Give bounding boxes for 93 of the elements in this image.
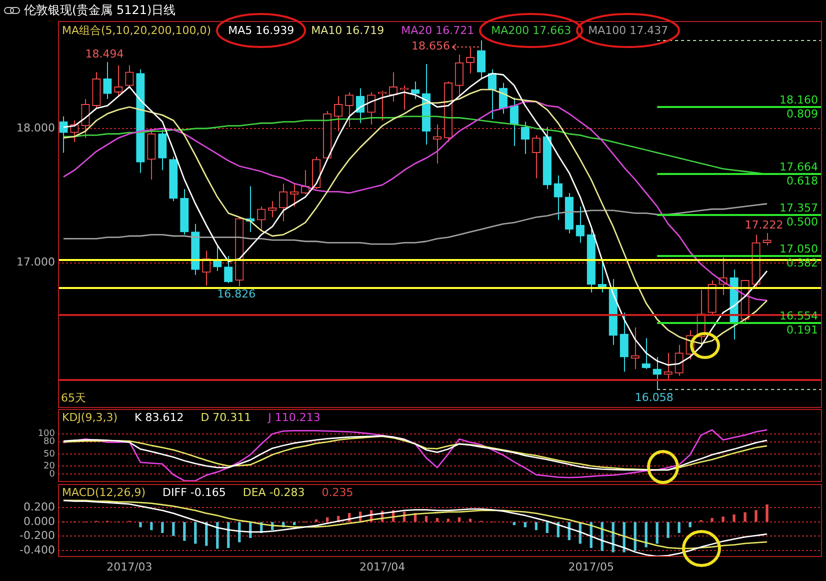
bar bbox=[468, 518, 472, 522]
text: D 70.311 bbox=[200, 411, 252, 424]
candlestick bbox=[454, 54, 464, 97]
bar bbox=[436, 518, 439, 522]
bar bbox=[688, 522, 692, 528]
bar bbox=[710, 518, 714, 522]
annotation: 17.222 bbox=[744, 218, 784, 232]
bar bbox=[678, 522, 680, 533]
bar bbox=[732, 514, 736, 522]
bar bbox=[524, 522, 527, 528]
text: MA200 17.663 bbox=[491, 24, 572, 37]
y-tick-label: 20 bbox=[44, 461, 56, 472]
text: MA100 17.437 bbox=[588, 24, 668, 37]
y-tick-label: 50 bbox=[44, 449, 56, 460]
y-tick-label: -0.400 bbox=[20, 543, 55, 556]
annotation: 65天 bbox=[61, 391, 86, 404]
bar bbox=[139, 522, 142, 528]
candlestick bbox=[620, 312, 628, 372]
candlestick bbox=[114, 64, 123, 97]
candlestick bbox=[158, 129, 167, 171]
x-tick-label: 2017/05 bbox=[568, 560, 614, 574]
bar bbox=[183, 522, 186, 541]
bar bbox=[766, 504, 768, 522]
series-label: DEA -0.283 bbox=[242, 486, 305, 499]
y-tick-label: 0 bbox=[49, 469, 56, 480]
bar bbox=[512, 522, 516, 526]
y-tick-label: 0.200 bbox=[24, 500, 55, 514]
candlestick bbox=[476, 40, 486, 80]
candlestick bbox=[466, 47, 475, 74]
x-tick-label: 2017/03 bbox=[106, 560, 152, 574]
y-tick-label: 80 bbox=[44, 437, 56, 448]
candlestick bbox=[81, 98, 90, 138]
candlestick bbox=[532, 134, 541, 179]
text: MA5 16.939 bbox=[228, 24, 294, 37]
bar bbox=[754, 510, 758, 522]
candlestick bbox=[410, 80, 420, 100]
bar bbox=[315, 519, 318, 522]
candlestick bbox=[674, 344, 684, 376]
annotation: 0.809 bbox=[786, 107, 818, 120]
text: MA20 16.721 bbox=[401, 24, 474, 37]
bar bbox=[744, 512, 746, 522]
annotation: 16.058 bbox=[634, 390, 674, 404]
bar bbox=[666, 522, 670, 538]
ref-line-label: 17.664 bbox=[780, 160, 818, 174]
candlestick bbox=[598, 262, 606, 293]
bar bbox=[458, 517, 461, 522]
series-label: K 83.612 bbox=[134, 411, 184, 424]
series-label: J 110.213 bbox=[268, 411, 320, 424]
legend-title: MACD(12,26,9) bbox=[62, 486, 146, 499]
annotation: 0.500 bbox=[786, 215, 818, 228]
candlestick bbox=[652, 356, 662, 390]
legend-title: MA组合(5,10,20,200,100,0) bbox=[62, 24, 212, 37]
annotation: 0.191 bbox=[786, 323, 818, 336]
y-tick-label: 18.000 bbox=[16, 121, 55, 134]
bar bbox=[446, 518, 450, 522]
candlestick bbox=[103, 62, 112, 100]
candlestick bbox=[642, 338, 650, 370]
y-tick-label: 0.000 bbox=[24, 514, 55, 528]
y-tick-label: 17.000 bbox=[16, 256, 55, 269]
bar bbox=[634, 522, 636, 551]
candlestick bbox=[510, 97, 519, 146]
annotation: 0.618 bbox=[786, 174, 818, 188]
bar bbox=[424, 516, 428, 522]
annotation: 16.826 bbox=[217, 288, 256, 301]
candlestick bbox=[762, 232, 772, 246]
bar bbox=[534, 522, 538, 530]
annotation: 18.494 bbox=[85, 47, 124, 60]
bar bbox=[644, 522, 648, 548]
bar bbox=[150, 522, 153, 530]
bar bbox=[656, 522, 658, 544]
candlestick bbox=[268, 200, 277, 218]
legend-title: KDJ(9,3,3) bbox=[62, 411, 118, 424]
candlestick bbox=[432, 124, 442, 164]
bar bbox=[293, 522, 296, 526]
bar bbox=[722, 516, 724, 522]
bar bbox=[194, 522, 197, 544]
chart-title: 伦敦银现(贵金属 5121)日线 bbox=[24, 2, 176, 19]
bar bbox=[546, 522, 549, 533]
series-label: 0.235 bbox=[322, 486, 354, 499]
ref-line-label: 18.160 bbox=[780, 93, 818, 106]
ref-line-label: 17.050 bbox=[780, 242, 818, 256]
bar bbox=[172, 522, 175, 536]
bar bbox=[326, 517, 329, 522]
series-label: DIFF -0.165 bbox=[162, 486, 226, 499]
annotation: 18.656 bbox=[412, 39, 450, 52]
ref-line-label: 17.357 bbox=[780, 201, 818, 214]
candlestick bbox=[279, 183, 288, 222]
candlestick bbox=[224, 256, 233, 284]
candlestick bbox=[488, 68, 497, 120]
bar bbox=[161, 522, 164, 533]
y-tick-label: -0.200 bbox=[20, 529, 55, 542]
text: MA10 16.719 bbox=[311, 24, 384, 37]
x-tick-label: 2017/04 bbox=[359, 560, 406, 574]
